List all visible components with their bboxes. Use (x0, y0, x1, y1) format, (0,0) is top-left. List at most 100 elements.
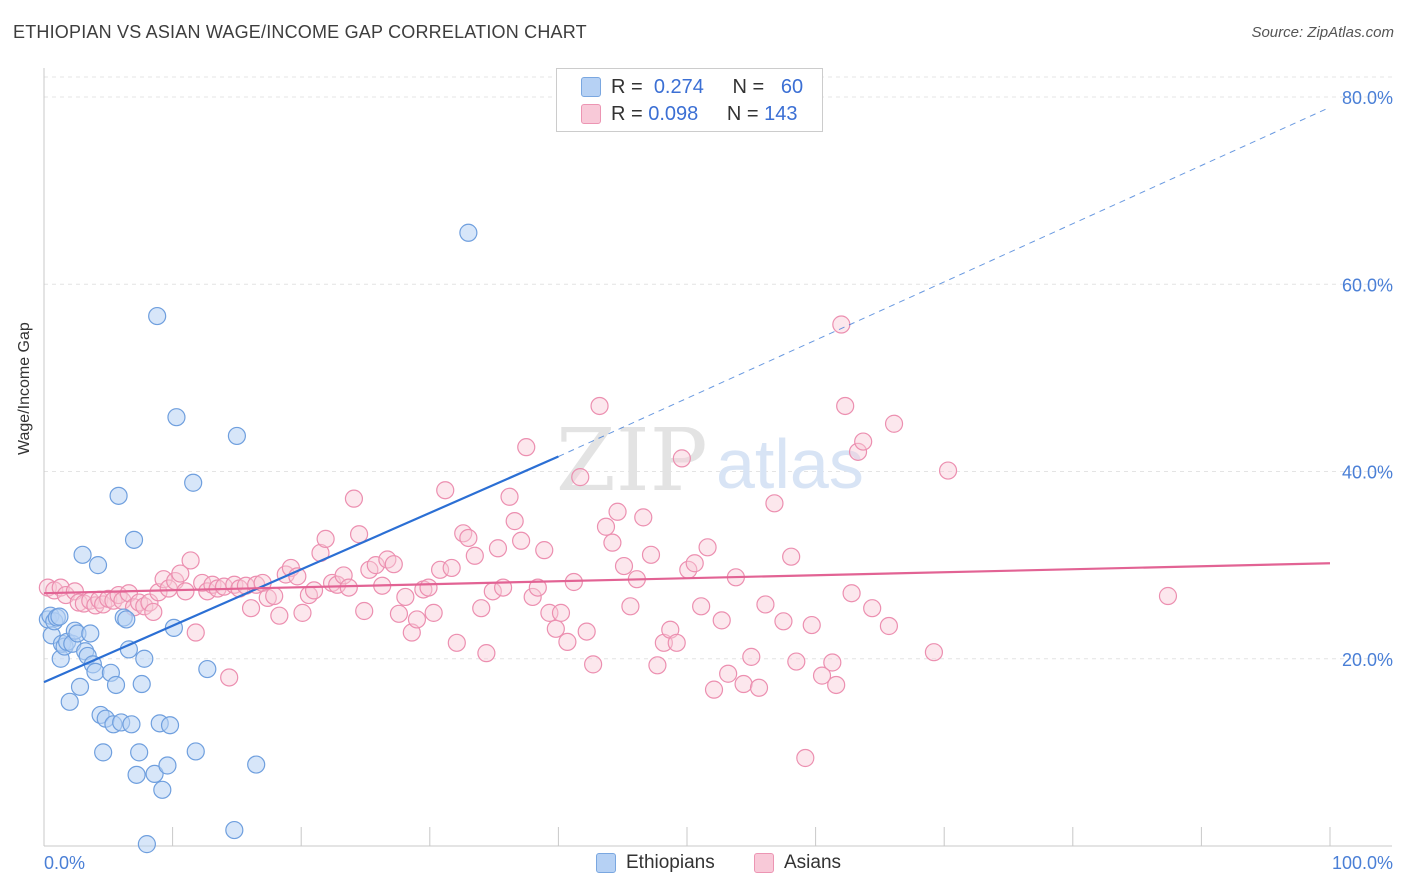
asians-point (796, 748, 815, 768)
asians-point (836, 396, 855, 416)
asians-point (782, 547, 801, 566)
asians-point (328, 575, 347, 594)
y-tick-label: 20.0% (1342, 650, 1393, 670)
axes (43, 68, 1392, 847)
asians-point (608, 502, 627, 521)
ethiopians-point (167, 408, 186, 427)
stats-legend: R = 0.274 N = 60 R = 0.098 N = 143 (556, 68, 823, 132)
asians-point (719, 664, 738, 683)
asians-point (258, 588, 277, 607)
asians-point (442, 558, 461, 578)
asians-point (389, 604, 409, 623)
asians-point (500, 487, 519, 506)
asians-point (424, 603, 443, 622)
ethiopians-point (158, 756, 177, 775)
legend-n-label: N = (732, 75, 765, 98)
ethiopians-point (109, 486, 128, 505)
x-tick-label: 100.0% (1332, 853, 1393, 873)
asians-point (832, 315, 851, 334)
asians-point (176, 582, 195, 601)
tick-labels: 20.0% 40.0% 60.0% 80.0% 0.0% 100.0% (44, 88, 1393, 873)
ethiopians-point (127, 765, 146, 784)
asians-legend-label: Asians (784, 852, 842, 873)
asians-point (459, 528, 478, 548)
ethiopians-point (198, 659, 217, 679)
legend-r-label: R = (611, 102, 643, 125)
asians-point (316, 529, 335, 549)
ethiopians-trend-extension (558, 106, 1331, 457)
asians-point (577, 622, 596, 641)
asians-point (384, 555, 403, 574)
asians-point (472, 599, 491, 618)
asians-point (641, 545, 661, 564)
asians-point (528, 578, 547, 597)
asians-point (1158, 586, 1178, 606)
ethiopians-point (124, 530, 144, 549)
asians-point (603, 533, 622, 552)
asians-point (186, 623, 205, 642)
ethiopians-point (184, 473, 203, 492)
asians-point (396, 587, 415, 607)
asians-point (938, 461, 958, 480)
asians-point (407, 610, 427, 629)
asians-point (523, 587, 542, 607)
watermark-zip: ZIP (556, 411, 708, 511)
asians-point (879, 616, 899, 636)
chart-title: ETHIOPIAN VS ASIAN WAGE/INCOME GAP CORRE… (13, 22, 587, 42)
asians-points (38, 315, 1178, 768)
legend-row-ethiopians: R = 0.274 N = 60 (581, 75, 803, 99)
ethiopians-point (60, 692, 79, 711)
ethiopians-point (148, 306, 167, 326)
ethiopians-point (227, 426, 246, 446)
asians-point (436, 481, 455, 500)
asians-point (590, 396, 609, 416)
asians-point (344, 489, 364, 508)
asians-point (704, 680, 724, 699)
asians-point (749, 678, 769, 697)
ethiopians-points (38, 223, 478, 854)
asians-point (692, 597, 711, 616)
asians-point (171, 564, 190, 583)
ethiopians-point (81, 624, 100, 643)
ethiopians-point (86, 662, 105, 681)
asians-point (220, 668, 239, 687)
bottom-legend-asians: Asians (754, 852, 841, 874)
asians-point (140, 593, 159, 612)
asians-point (596, 517, 616, 536)
ethiopians-point (50, 607, 69, 626)
asians-point (512, 531, 531, 550)
watermark: ZIP atlas (556, 411, 864, 511)
ethiopians-point (160, 716, 180, 735)
asians-point (551, 603, 571, 622)
legend-n-value: 143 (764, 102, 798, 125)
asians-point (488, 539, 508, 558)
asians-point (774, 612, 793, 631)
asians-point (823, 653, 842, 672)
ethiopians-point (94, 743, 113, 762)
asians-point (517, 438, 536, 457)
ethiopians-point (135, 649, 154, 668)
asians-point (355, 601, 374, 621)
asians-point (863, 599, 882, 618)
asians-point (447, 633, 466, 652)
asians-trend-line (43, 562, 1331, 595)
ethiopians-point (117, 610, 136, 629)
asians-point (94, 595, 113, 614)
asians-point (339, 578, 358, 597)
asians-point (558, 632, 577, 651)
asians-point (924, 643, 944, 662)
asians-point (571, 468, 590, 487)
asians-legend-swatch (754, 853, 774, 873)
ethiopians-point (145, 764, 164, 784)
asians-point (505, 512, 524, 531)
asians-point (648, 656, 667, 675)
ethiopians-legend-swatch (596, 853, 616, 873)
source-note: Source: ZipAtlas.com (1251, 24, 1394, 41)
ethiopians-swatch (581, 77, 601, 97)
asians-point (366, 556, 385, 575)
asians-point (802, 615, 821, 635)
asians-point (685, 554, 704, 573)
legend-r-label: R = (611, 75, 643, 98)
asians-point (667, 633, 686, 652)
